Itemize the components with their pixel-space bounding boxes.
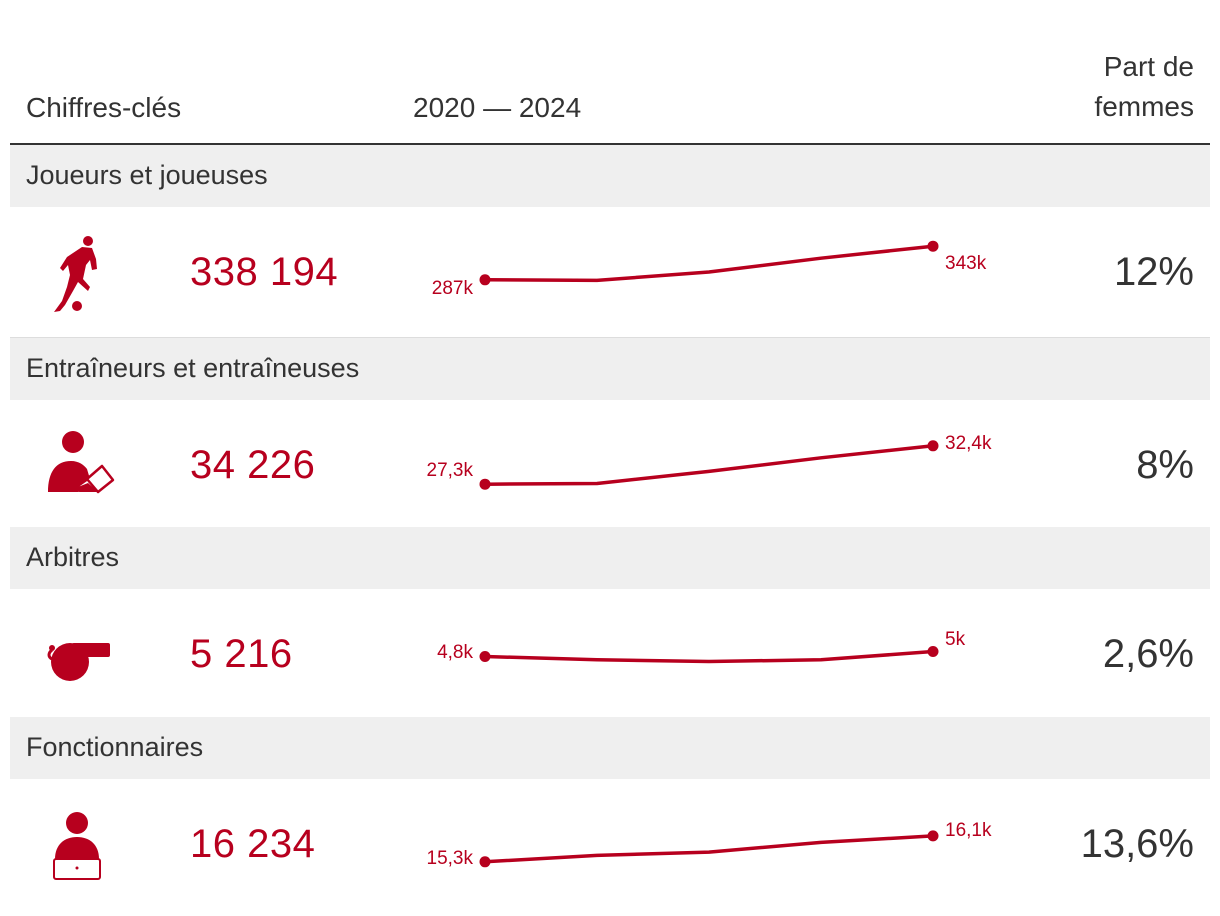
end-point	[927, 440, 939, 452]
women-share-value: 2,6%	[1102, 632, 1194, 676]
section-officials: Fonctionnaires	[10, 717, 1210, 779]
start-point	[479, 856, 491, 868]
sparkline-series	[484, 649, 934, 664]
start-value-label: 4,8k	[437, 642, 473, 663]
sparkline-chart: 4,8k 5k	[437, 629, 966, 664]
whistle-icon	[40, 617, 115, 697]
sparkline-series	[484, 834, 934, 864]
header-period: 2020 — 2024	[413, 92, 582, 123]
end-value-label: 16,1k	[945, 820, 992, 841]
count-value: 34 226	[190, 443, 316, 487]
sparkline-chart: 15,3k 16,1k	[427, 820, 992, 869]
count-value: 16 234	[190, 822, 316, 866]
sparkline-series	[484, 444, 934, 486]
end-point	[927, 830, 939, 842]
count-value: 338 194	[190, 250, 339, 294]
end-value-label: 5k	[945, 629, 966, 650]
stat-row-coaches: 34 226 27,3k 32,4k 8%	[10, 400, 1210, 531]
section-players: Joueurs et joueuses	[10, 145, 1210, 207]
section-coaches: Entraîneurs et entraîneuses	[10, 338, 1210, 400]
end-value-label: 32,4k	[945, 433, 992, 454]
coach-clipboard-icon	[40, 428, 115, 508]
stat-row-referees: 5 216 4,8k 5k 2,6%	[10, 589, 1210, 720]
start-point	[479, 274, 491, 286]
end-point	[927, 240, 939, 252]
official-laptop-icon	[40, 807, 115, 887]
section-referees: Arbitres	[10, 527, 1210, 589]
sparkline-series	[484, 244, 934, 283]
start-value-label: 15,3k	[427, 848, 474, 869]
start-point	[479, 651, 491, 662]
women-share-value: 8%	[1136, 443, 1194, 487]
section-title: Fonctionnaires	[26, 732, 204, 762]
header-keyfigures: Chiffres-clés	[26, 92, 182, 123]
end-point	[927, 646, 939, 657]
stat-row-officials: 16 234 15,3k 16,1k 13,6%	[10, 779, 1210, 909]
women-share-value: 12%	[1113, 250, 1194, 294]
start-point	[479, 478, 491, 490]
section-title: Joueurs et joueuses	[26, 160, 268, 190]
stat-row-players: 338 194 287k 343k 12%	[10, 207, 1210, 338]
header-women-share: Part de femmes	[1094, 47, 1194, 127]
start-value-label: 27,3k	[427, 460, 474, 481]
end-value-label: 343k	[945, 253, 987, 274]
section-title: Entraîneurs et entraîneuses	[26, 353, 360, 383]
count-value: 5 216	[190, 632, 293, 676]
football-player-icon	[40, 235, 115, 315]
table-header: Chiffres-clés 2020 — 2024 Part de femmes	[10, 0, 1210, 145]
women-share-value: 13,6%	[1080, 822, 1194, 866]
header-women-share-line2: femmes	[1094, 91, 1194, 122]
section-title: Arbitres	[26, 542, 120, 572]
sparkline-chart: 27,3k 32,4k	[427, 433, 992, 490]
header-women-share-line1: Part de	[1103, 51, 1194, 82]
sparkline-chart: 287k 343k	[432, 240, 987, 299]
start-value-label: 287k	[432, 278, 474, 299]
